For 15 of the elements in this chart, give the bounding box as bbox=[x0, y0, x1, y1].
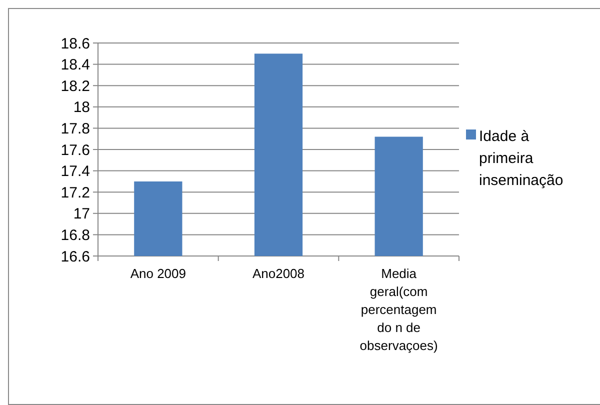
x-tick-label: Ano2008 bbox=[252, 266, 305, 281]
y-tick-label: 18 bbox=[73, 99, 90, 116]
x-tick-label: Media geral(com percentagem do n de observaçoes) bbox=[360, 266, 438, 353]
legend-label: Idade à primeira inseminação bbox=[479, 128, 564, 189]
y-tick-label: 17.8 bbox=[60, 120, 90, 138]
x-tick-label: Ano 2009 bbox=[130, 266, 186, 281]
y-tick-label: 16.6 bbox=[60, 248, 90, 266]
y-tick-label: 17.6 bbox=[60, 142, 90, 159]
y-tick-label: 17.2 bbox=[60, 184, 90, 202]
y-tick-label: 18.4 bbox=[60, 56, 90, 74]
y-tick-label: 18.2 bbox=[60, 78, 90, 95]
y-tick-label: 16.8 bbox=[60, 226, 90, 244]
y-tick-label: 17 bbox=[73, 206, 90, 223]
y-tick-label: 18.6 bbox=[60, 35, 90, 52]
y-tick-label: 17.4 bbox=[60, 163, 90, 180]
